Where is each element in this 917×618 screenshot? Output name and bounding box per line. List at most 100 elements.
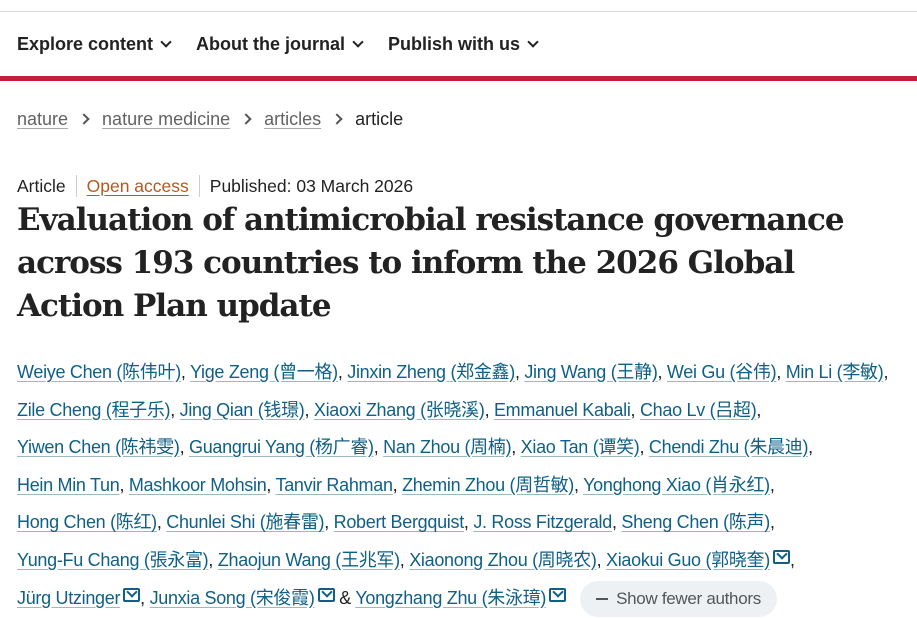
author-link[interactable]: Hong Chen (陈红) [17,512,157,533]
nav-publish-with-us[interactable]: Publish with us [388,33,539,55]
separator: , [156,512,167,533]
breadcrumb-nature[interactable]: nature [17,108,69,129]
chevron-down-icon [352,35,364,48]
author-list: Weiye Chen (陈伟叶), Yige Zeng (曾一格), Jinxi… [0,354,900,617]
separator: , [119,474,129,495]
author-link[interactable]: Xiao Tan (谭笑) [520,437,640,458]
separator: , [140,587,150,608]
author-link[interactable]: Nan Zhou (周楠) [383,437,512,458]
separator: , [208,549,218,570]
separator: , [337,362,348,382]
separator: , [611,512,622,533]
nav-label: Explore content [17,33,154,54]
author-link[interactable]: Hein Min Tun [17,474,120,495]
separator: , [324,512,334,533]
separator: , [596,549,606,570]
separator: , [574,474,584,495]
divider [198,175,200,197]
chevron-right-icon [78,113,90,125]
author-link[interactable]: Jing Wang (王静) [524,362,658,382]
author-link[interactable]: Xiaonong Zhou (周晓农) [409,549,597,570]
author-link[interactable]: Yung-Fu Chang (張永富) [17,549,209,570]
breadcrumb-articles[interactable]: articles [264,108,322,129]
author-link[interactable]: Emmanuel Kabali [493,399,631,420]
author-link[interactable]: Zhaojun Wang (王兆军) [217,549,400,570]
author-link[interactable]: Weiye Chen (陈伟叶) [17,362,181,382]
envelope-icon[interactable] [317,587,335,602]
chevron-right-icon [240,113,252,125]
chevron-down-icon [527,35,539,48]
separator: , [179,437,189,458]
separator: , [639,437,649,458]
author-link[interactable]: Min Li (李敏) [785,362,884,382]
author-link[interactable]: Yongzhang Zhu (朱泳璋) [355,587,547,608]
author-link[interactable]: Zile Cheng (程子乐) [17,399,171,420]
separator: , [373,437,384,458]
breadcrumb-current: article [355,108,404,129]
brand-bar [0,76,917,81]
separator: & [334,587,356,608]
separator: , [657,362,667,382]
separator: , [883,362,889,382]
separator: , [789,549,795,570]
separator: , [463,512,474,533]
author-link[interactable]: Yiwen Chen (陈祎雯) [17,437,180,458]
author-link[interactable]: Jinxin Zheng (郑金鑫) [347,362,515,382]
author-link[interactable]: Chao Lv (吕超) [639,399,757,420]
top-border [0,0,917,12]
author-link[interactable]: Sheng Chen (陈声) [621,512,770,533]
separator: , [514,362,525,382]
separator: , [180,362,190,382]
minus-icon [596,597,609,601]
show-fewer-authors-button[interactable]: Show fewer authors [580,580,777,617]
envelope-icon[interactable] [123,587,141,602]
author-link[interactable]: Chendi Zhu (朱晨迪) [648,437,809,458]
separator: , [170,399,180,420]
separator: , [808,437,813,458]
button-label: Show fewer authors [616,589,761,609]
author-link[interactable]: Jürg Utzinger [17,587,121,608]
author-link[interactable]: Junxia Song (宋俊霞) [149,587,315,608]
divider [75,175,77,197]
separator: , [769,512,775,533]
envelope-icon[interactable] [549,587,567,602]
author-link[interactable]: Mashkoor Mohsin [128,474,267,495]
envelope-icon[interactable] [772,549,790,564]
author-link[interactable]: Chunlei Shi (施春雷) [166,512,325,533]
nav-label: About the journal [196,33,346,54]
author-link[interactable]: Xiaoxi Zhang (张晓溪) [313,399,485,420]
chevron-right-icon [331,113,343,125]
breadcrumb: nature nature medicine articles article [0,107,917,131]
nav-explore-content[interactable]: Explore content [17,33,172,55]
author-link[interactable]: Xiaokui Guo (郭晓奎) [606,549,770,570]
separator: , [511,437,521,458]
author-link[interactable]: Tanvir Rahman [275,474,393,495]
author-link[interactable]: Zhemin Zhou (周哲敏) [402,474,575,495]
breadcrumb-nature-medicine[interactable]: nature medicine [102,108,231,129]
separator: , [776,362,786,382]
separator: , [756,399,762,420]
page-title: Evaluation of antimicrobial resistance g… [17,202,845,324]
nav-about-journal[interactable]: About the journal [196,33,364,55]
author-link[interactable]: Wei Gu (谷伟) [666,362,777,382]
chevron-down-icon [160,35,172,48]
published-date: Published: 03 March 2026 [209,175,414,196]
separator: , [399,549,410,570]
separator: , [630,399,640,420]
separator: , [769,474,775,495]
journal-nav: Explore content About the journal Publis… [0,12,917,76]
author-link[interactable]: J. Ross Fitzgerald [473,512,612,533]
author-link[interactable]: Jing Qian (钱璟) [179,399,305,420]
separator: , [484,399,494,420]
separator: , [304,399,314,420]
open-access-link[interactable]: Open access [86,175,189,196]
separator: , [392,474,403,495]
author-link[interactable]: Yonghong Xiao (肖永红) [583,474,770,495]
nav-label: Publish with us [388,33,521,54]
author-link[interactable]: Guangrui Yang (杨广睿) [189,437,374,458]
article-type: Article [17,175,66,196]
author-link[interactable]: Yige Zeng (曾一格) [189,362,338,382]
article-meta: Article Open access Published: 03 March … [0,174,917,198]
separator: , [266,474,276,495]
author-link[interactable]: Robert Bergquist [333,512,465,533]
